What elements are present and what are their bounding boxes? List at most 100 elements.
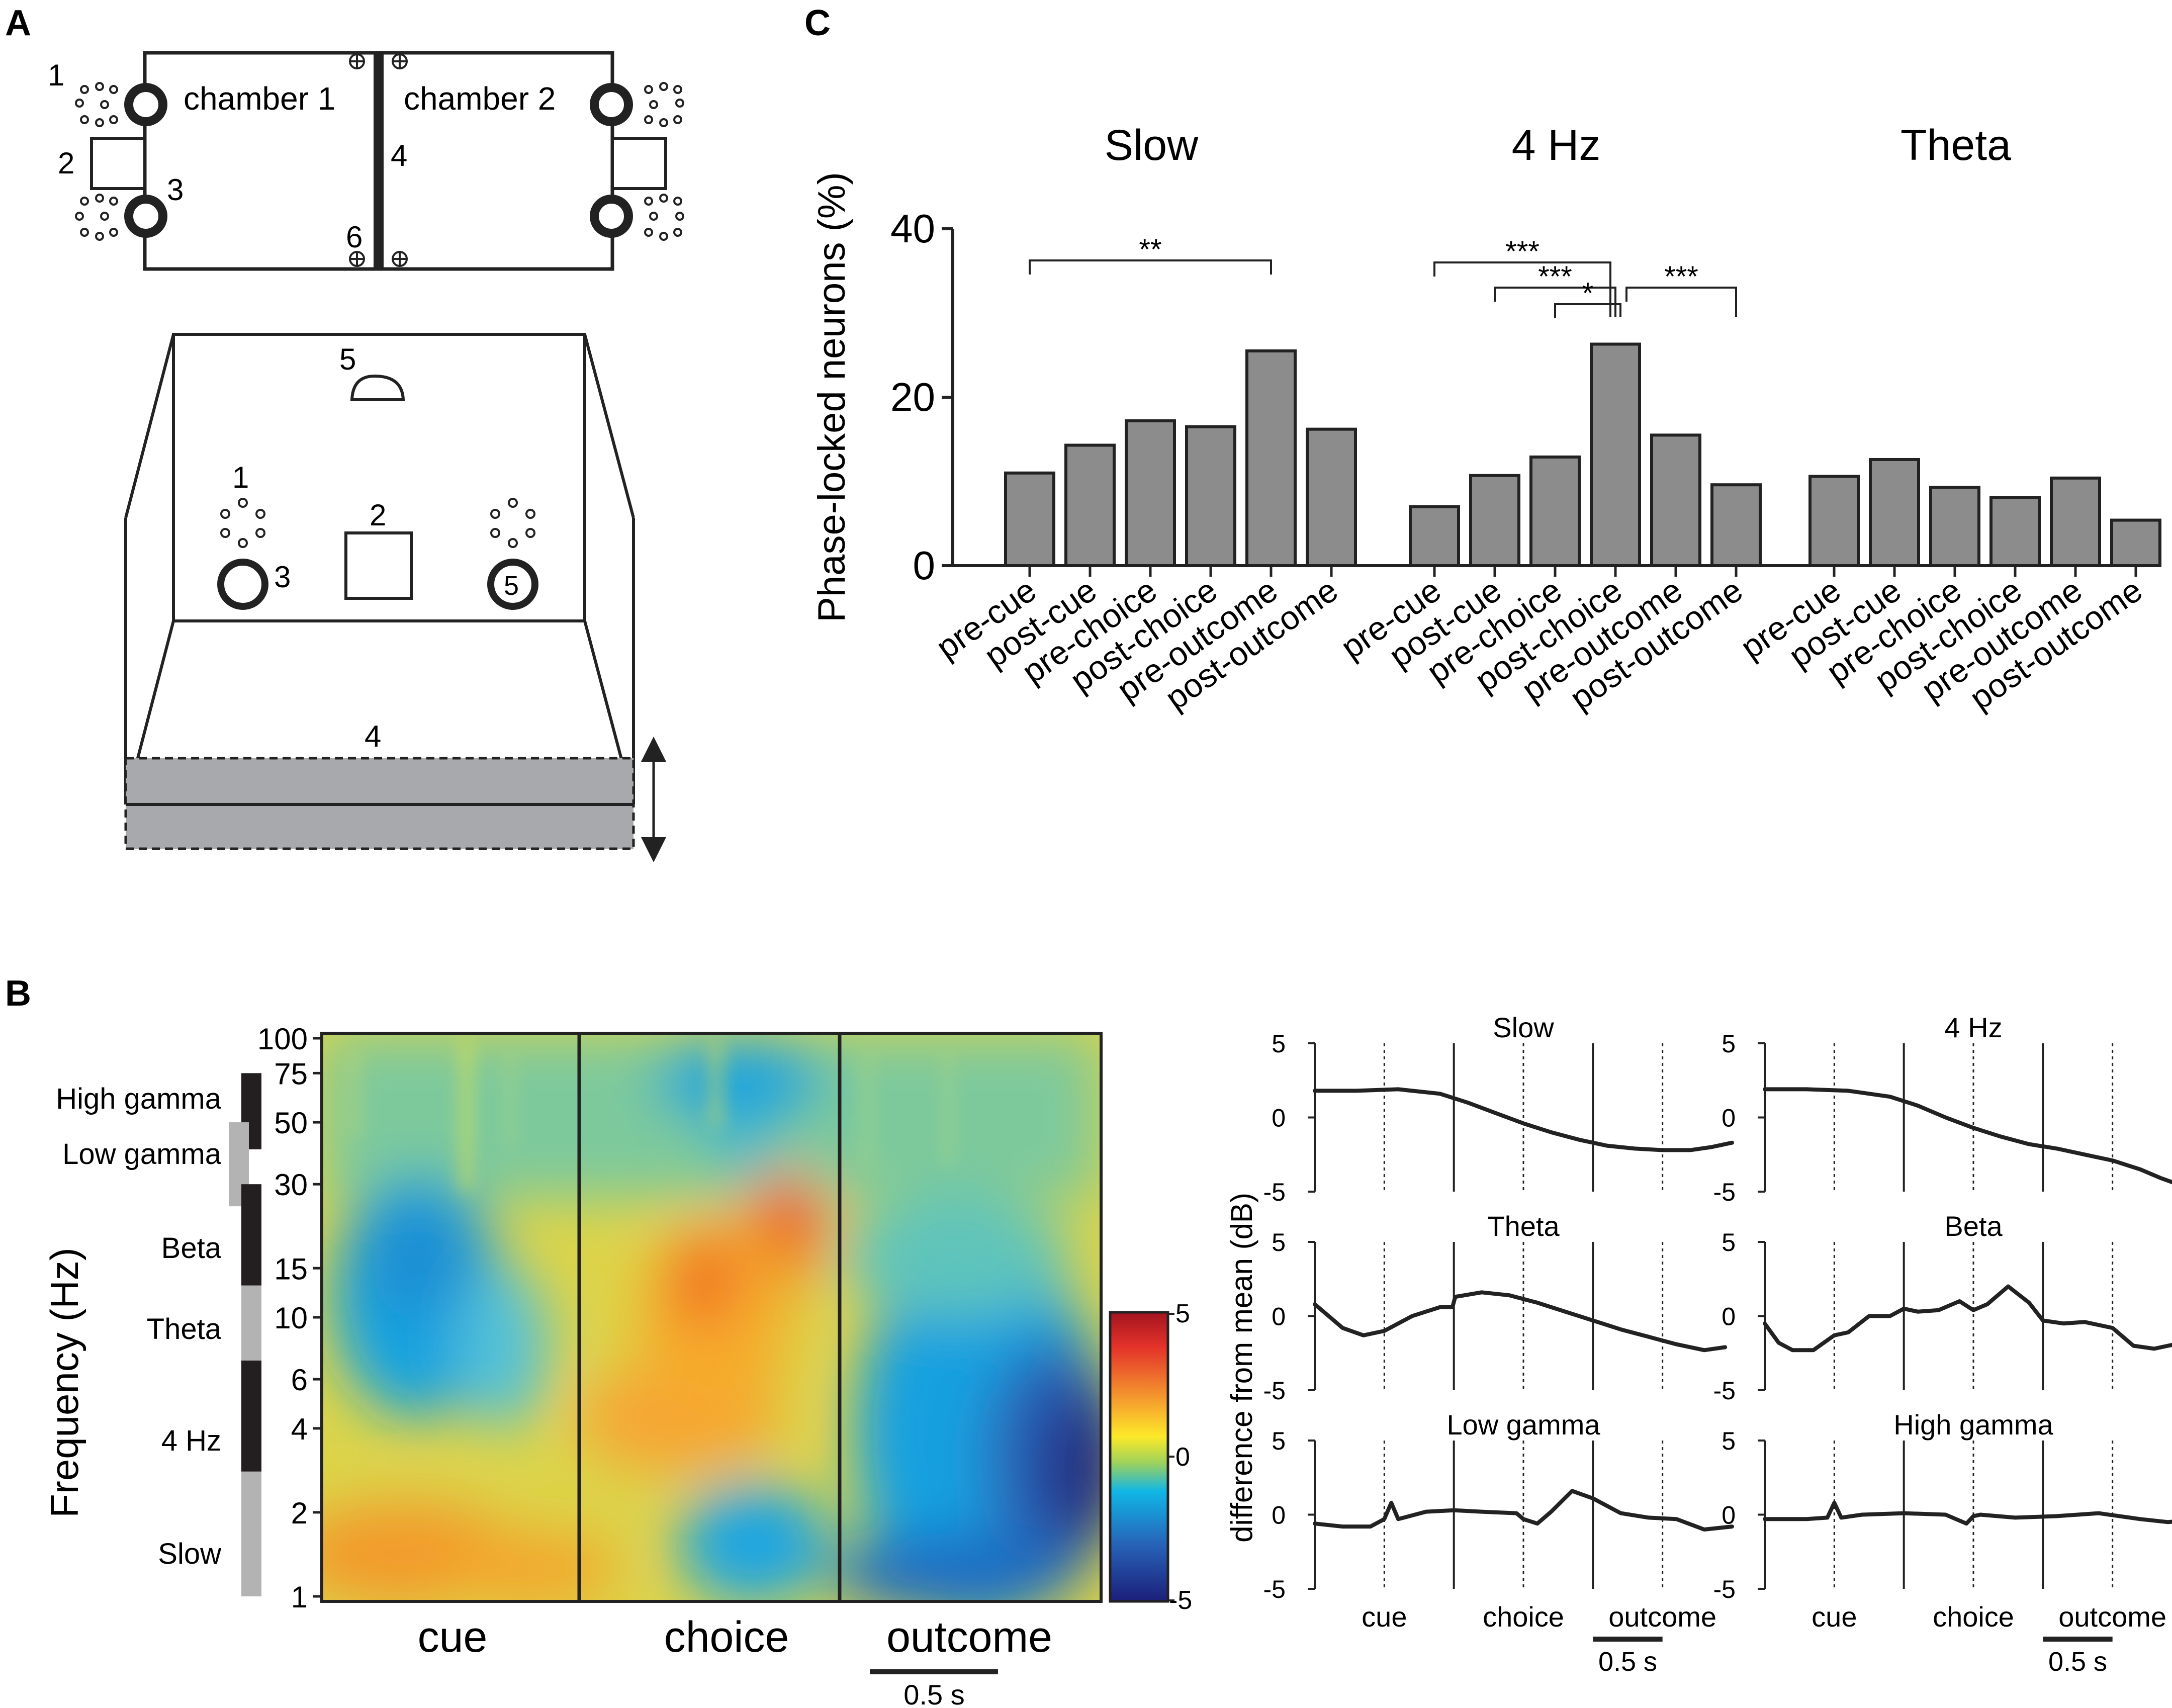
spec-y-tick-label: 1: [291, 1580, 308, 1614]
line-plots: difference from mean (dB) 5 0 -5 Slow 5 0 -5 4 …: [1225, 1012, 2172, 1677]
bar-chart-group-titles: Slow 4 Hz Theta: [1105, 121, 2011, 169]
line-panel-title: Low gamma: [1446, 1409, 1600, 1441]
line-panel-4: 5 0 -5 Low gamma cue choice outcome 0.5 s: [1263, 1409, 1734, 1677]
bar-chart-bars: [1004, 342, 2161, 577]
line-y-tick-label: -5: [1713, 1575, 1736, 1603]
line-panel-title: Beta: [1944, 1210, 2003, 1242]
bar-1-4: [1650, 433, 1701, 567]
line-panel-1: 5 0 -5 4 Hz: [1713, 1012, 2172, 1206]
line-panel-2: 5 0 -5 Theta: [1263, 1210, 1728, 1405]
line-x-tick-label: choice: [1483, 1601, 1564, 1633]
band-label-3: Theta: [147, 1313, 222, 1345]
sig-label-1: ***: [1505, 235, 1540, 268]
bar-1-3: [1590, 342, 1641, 567]
spec-y-tick-label: 6: [291, 1363, 308, 1397]
line-scalebar-label: 0.5 s: [1598, 1647, 1657, 1677]
line-series-5: [1763, 1500, 2172, 1526]
spectrogram-epoch-cue: cue: [418, 1613, 488, 1661]
label-num-1-box: 1: [232, 461, 249, 494]
line-series-0: [1313, 1087, 1734, 1152]
bar-0-2: [1125, 419, 1176, 568]
spec-y-tick-label: 30: [274, 1168, 308, 1202]
bar-1-0: [1409, 505, 1460, 567]
chamber-1-label: chamber 1: [184, 80, 335, 117]
bar-2-3: [1989, 496, 2041, 568]
line-y-tick-label: 0: [1722, 1501, 1736, 1530]
line-plot-panels: 5 0 -5 Slow 5 0 -5 4 Hz 5 0 -5 Theta 5 0 -5 Beta 5 0 -5 Low…: [1263, 1012, 2172, 1677]
spectrogram-band-bars: High gamma Low gamma Beta Theta 4 Hz Slow: [56, 1073, 261, 1596]
line-y-tick-label: 5: [1272, 1427, 1286, 1455]
sig-bracket-4: [1625, 287, 1737, 317]
line-y-tick-label: -5: [1263, 1377, 1286, 1405]
spec-y-tick-label: 2: [291, 1496, 308, 1530]
spec-y-tick-label: 15: [274, 1252, 308, 1286]
label-num-1-top: 1: [48, 58, 64, 92]
panel-label-a: A: [5, 3, 31, 43]
line-panel-5: 5 0 -5 High gamma cue choice outcome 0.5 s: [1713, 1409, 2172, 1677]
bar-2-1: [1869, 458, 1920, 568]
bar-2-5: [2110, 518, 2161, 568]
line-y-tick-label: 5: [1722, 1427, 1736, 1455]
line-y-tick-label: 0: [1272, 1501, 1286, 1530]
sig-label-2: ***: [1538, 260, 1572, 293]
bar-0-1: [1064, 443, 1116, 567]
band-label-2: Beta: [161, 1232, 222, 1265]
band-bar-3: [241, 1285, 261, 1361]
line-plots-ylabel: difference from mean (dB): [1225, 1193, 1258, 1543]
spec-y-tick-label: 100: [257, 1022, 308, 1056]
sig-bracket-1: [1433, 261, 1611, 317]
band-label-4: 4 Hz: [161, 1424, 221, 1457]
spectrogram-epoch-choice: choice: [664, 1613, 789, 1661]
bar-chart-ylabel: Phase-locked neurons (%): [810, 172, 853, 622]
bar-y-tick-label: 40: [890, 206, 935, 251]
bar-0-5: [1306, 427, 1357, 568]
bar-group-title-1: 4 Hz: [1512, 121, 1601, 169]
bar-0-4: [1245, 349, 1297, 567]
panel-label-c: C: [804, 3, 831, 43]
line-x-tick-label: outcome: [1608, 1601, 1716, 1633]
colorbar: [1109, 1311, 1169, 1603]
sig-bracket-0: [1029, 259, 1272, 275]
label-num-5-house: 5: [339, 342, 356, 376]
bar-2-0: [1808, 475, 1860, 568]
line-x-tick-label: choice: [1933, 1601, 2014, 1633]
band-label-1: Low gamma: [62, 1138, 222, 1171]
bar-group-title-2: Theta: [1900, 121, 2011, 169]
line-panel-0: 5 0 -5 Slow: [1263, 1012, 1734, 1206]
label-num-6-top: 6: [346, 220, 363, 254]
bar-1-2: [1529, 455, 1581, 567]
line-y-tick-label: 5: [1722, 1228, 1736, 1256]
sig-bracket-2: [1494, 287, 1616, 317]
bar-2-4: [2050, 476, 2101, 567]
bar-y-tick-label: 0: [913, 543, 936, 588]
line-panel-title: 4 Hz: [1944, 1012, 2002, 1043]
line-x-tick-label: cue: [1362, 1601, 1407, 1633]
bar-2-2: [1929, 486, 1980, 567]
line-series-1: [1763, 1087, 2172, 1185]
line-y-tick-label: 0: [1722, 1104, 1736, 1132]
line-scalebar-label: 0.5 s: [2048, 1647, 2107, 1677]
spectrogram-scalebar-label: 0.5 s: [903, 1679, 964, 1708]
line-y-tick-label: 5: [1272, 1228, 1286, 1256]
label-num-2-top: 2: [58, 146, 74, 180]
bar-1-1: [1469, 474, 1520, 568]
label-num-4-top: 4: [391, 139, 407, 172]
band-bar-2: [241, 1184, 261, 1286]
band-label-5: Slow: [158, 1538, 222, 1570]
sig-label-4: ***: [1664, 260, 1698, 293]
line-series-4: [1313, 1489, 1734, 1532]
sig-bracket-3: [1554, 303, 1621, 318]
bar-chart-significance: ** **********: [1029, 233, 1737, 318]
sig-label-3: *: [1582, 277, 1594, 310]
line-y-tick-label: 0: [1722, 1303, 1736, 1331]
band-bar-5: [241, 1471, 261, 1596]
line-x-tick-label: cue: [1812, 1601, 1857, 1633]
line-panel-title: High gamma: [1893, 1409, 2053, 1441]
bar-chart: Phase-locked neurons (%) 40 20 0 Slow 4 Hz T…: [810, 121, 2161, 717]
spectrogram-epoch-outcome: outcome: [886, 1613, 1052, 1661]
spec-y-tick-label: 4: [291, 1412, 308, 1446]
line-panel-title: Slow: [1493, 1012, 1554, 1043]
bar-0-3: [1185, 425, 1236, 567]
